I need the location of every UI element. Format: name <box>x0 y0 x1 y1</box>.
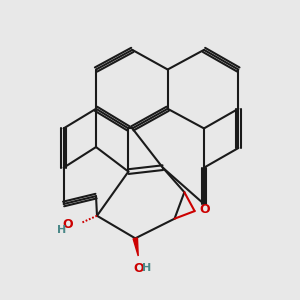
Polygon shape <box>133 238 138 256</box>
Text: O: O <box>133 262 143 275</box>
Text: O: O <box>63 218 74 231</box>
Text: H: H <box>57 226 66 236</box>
Text: O: O <box>199 203 210 216</box>
Text: H: H <box>142 263 152 273</box>
